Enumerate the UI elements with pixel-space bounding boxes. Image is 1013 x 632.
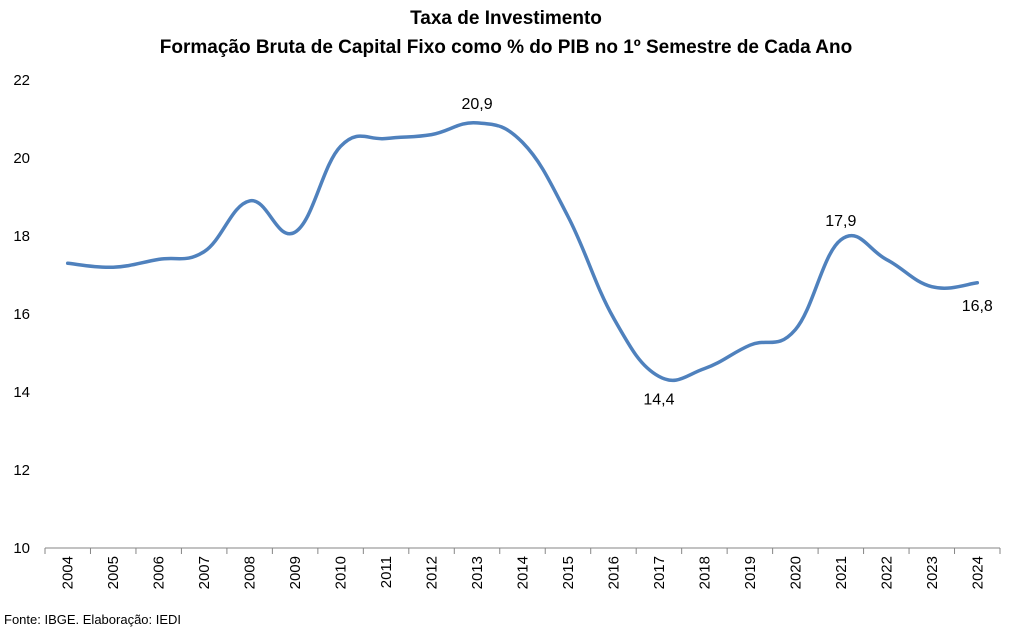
x-tick-label: 2017: [651, 556, 668, 589]
x-tick-label: 2021: [833, 556, 850, 589]
x-tick-label: 2007: [196, 556, 213, 589]
data-label-2024: 16,8: [962, 298, 993, 315]
x-tick-label: 2010: [333, 556, 350, 589]
x-tick-label: 2004: [60, 556, 77, 589]
x-tick-label: 2008: [242, 556, 259, 589]
data-label-2017: 14,4: [643, 391, 674, 408]
x-tick-label: 2018: [696, 556, 713, 589]
y-tick-label: 20: [13, 150, 30, 167]
data-label-2021: 17,9: [825, 213, 856, 230]
chart-subtitle: Formação Bruta de Capital Fixo como % do…: [160, 37, 853, 58]
x-axis: 2004 2005 2006 2007 2008 2009 2010 2011 2012 2013…: [44, 547, 1001, 589]
y-tick-label: 12: [13, 462, 30, 479]
y-tick-label: 22: [13, 72, 30, 89]
x-tick-label: 2013: [469, 556, 486, 589]
x-tick-label: 2019: [742, 556, 759, 589]
x-tick-label: 2016: [605, 556, 622, 589]
y-tick-label: 14: [13, 384, 30, 401]
y-tick-label: 18: [13, 228, 30, 245]
x-tick-label: 2015: [560, 556, 577, 589]
x-tick-label: 2012: [424, 556, 441, 589]
data-label-2013: 20,9: [461, 96, 492, 113]
x-tick-label: 2006: [151, 556, 168, 589]
chart-title: Taxa de Investimento: [410, 8, 602, 29]
x-tick-label: 2020: [787, 556, 804, 589]
y-tick-label: 16: [13, 306, 30, 323]
x-tick-label: 2011: [378, 556, 395, 588]
x-tick-label: 2014: [515, 556, 532, 589]
source-note: Fonte: IBGE. Elaboração: IEDI: [4, 612, 181, 627]
y-tick-label: 10: [13, 540, 30, 557]
x-tick-label: 2024: [969, 556, 986, 589]
x-tick-label: 2023: [924, 556, 941, 589]
series-line-0: [65, 121, 980, 383]
data-label-layer: 20,9 14,4 17,9 16,8: [461, 96, 993, 408]
x-tick-label: 2005: [105, 556, 122, 589]
x-tick-label: 2009: [287, 556, 304, 589]
x-tick-label: 2022: [878, 556, 895, 589]
y-axis: 10 12 14 16 18 20 22: [13, 72, 30, 557]
series-layer: [65, 121, 980, 383]
